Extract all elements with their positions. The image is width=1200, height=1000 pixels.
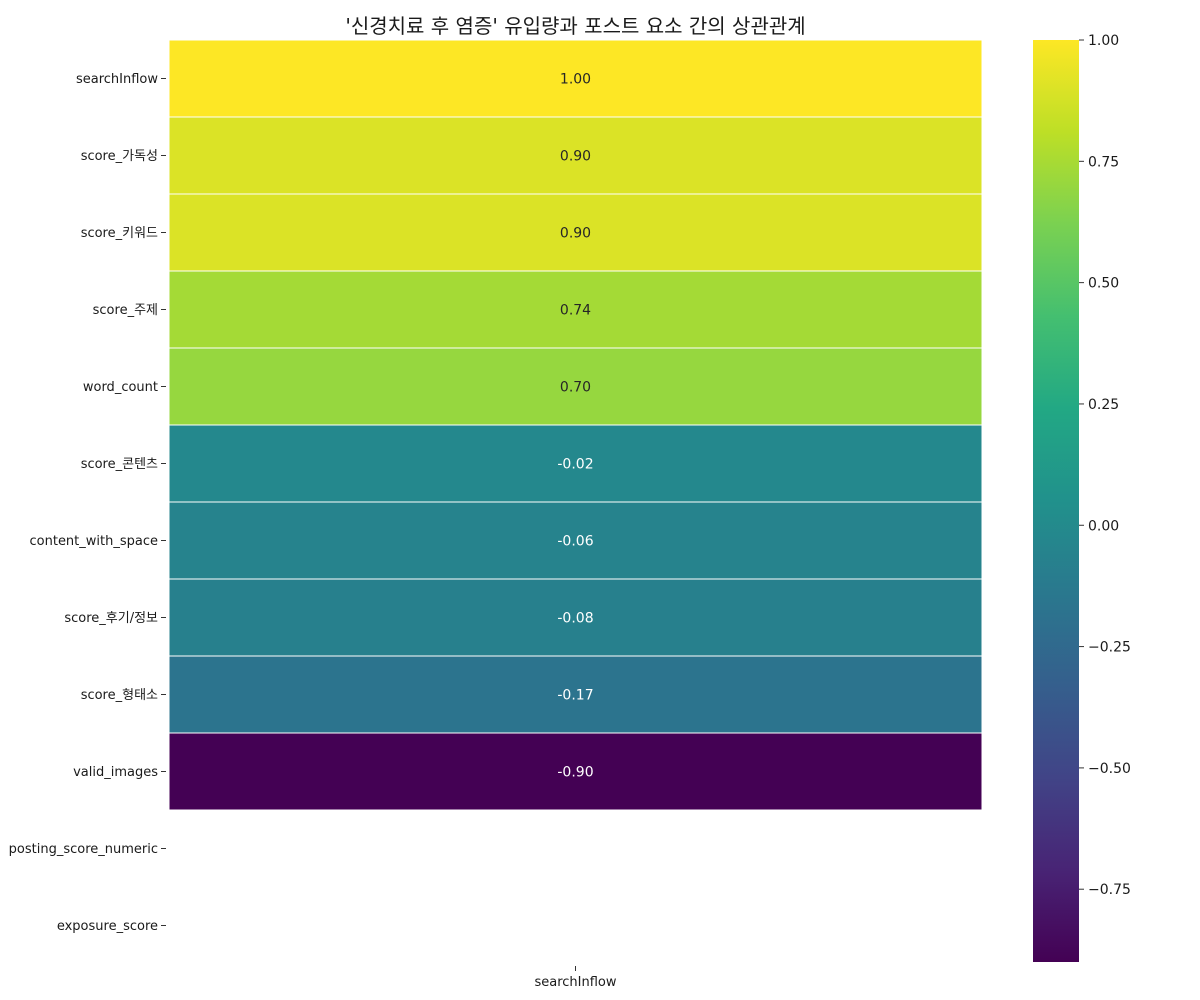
colorbar-tick-label: 1.00 bbox=[1088, 33, 1119, 49]
cell-annotation: -0.17 bbox=[557, 688, 593, 704]
row-label: score_주제 bbox=[93, 303, 158, 318]
heatmap-cell bbox=[168, 270, 983, 349]
colorbar-tick-label: 0.00 bbox=[1088, 518, 1119, 534]
row-label: score_키워드 bbox=[81, 226, 158, 241]
heatmap-cell bbox=[168, 193, 983, 272]
colorbar-tick-label: 0.25 bbox=[1088, 397, 1119, 413]
cell-annotation: -0.02 bbox=[557, 457, 593, 473]
colorbar-tick-label: 0.75 bbox=[1088, 154, 1119, 170]
cell-annotation: -0.06 bbox=[557, 534, 593, 550]
column-label: searchInflow bbox=[534, 975, 616, 990]
chart-title: '신경치료 후 염증' 유입량과 포스트 요소 간의 상관관계 bbox=[345, 14, 806, 38]
colorbar-tick-label: −0.50 bbox=[1088, 761, 1131, 777]
heatmap-cell bbox=[168, 501, 983, 580]
cell-annotation: -0.90 bbox=[557, 765, 593, 781]
heatmap-cell bbox=[168, 578, 983, 657]
cell-annotation: 1.00 bbox=[560, 72, 591, 88]
heatmap-cell bbox=[168, 116, 983, 195]
row-label: content_with_space bbox=[30, 534, 159, 549]
colorbar-tick-label: 0.50 bbox=[1088, 276, 1119, 292]
cell-annotation: 0.90 bbox=[560, 226, 591, 242]
row-label: score_콘텐츠 bbox=[81, 457, 158, 472]
heatmap-cell bbox=[168, 655, 983, 734]
row-label: score_후기/정보 bbox=[64, 611, 158, 626]
heatmap-cell bbox=[168, 732, 983, 811]
colorbar-tick-label: −0.25 bbox=[1088, 640, 1131, 656]
row-label: posting_score_numeric bbox=[9, 842, 158, 857]
row-label: exposure_score bbox=[57, 919, 158, 934]
row-label: word_count bbox=[83, 380, 158, 395]
cell-annotation: -0.08 bbox=[557, 611, 593, 627]
heatmap-cell bbox=[168, 39, 983, 118]
cell-annotation: 0.74 bbox=[560, 303, 591, 319]
cell-annotation: 0.90 bbox=[560, 149, 591, 165]
row-label: score_가독성 bbox=[81, 149, 158, 164]
row-label: searchInflow bbox=[76, 72, 158, 87]
colorbar-tick-label: −0.75 bbox=[1088, 882, 1131, 898]
colorbar-gradient bbox=[1033, 40, 1079, 962]
row-label: valid_images bbox=[73, 765, 158, 780]
cell-annotation: 0.70 bbox=[560, 380, 591, 396]
row-label: score_형태소 bbox=[81, 688, 158, 703]
